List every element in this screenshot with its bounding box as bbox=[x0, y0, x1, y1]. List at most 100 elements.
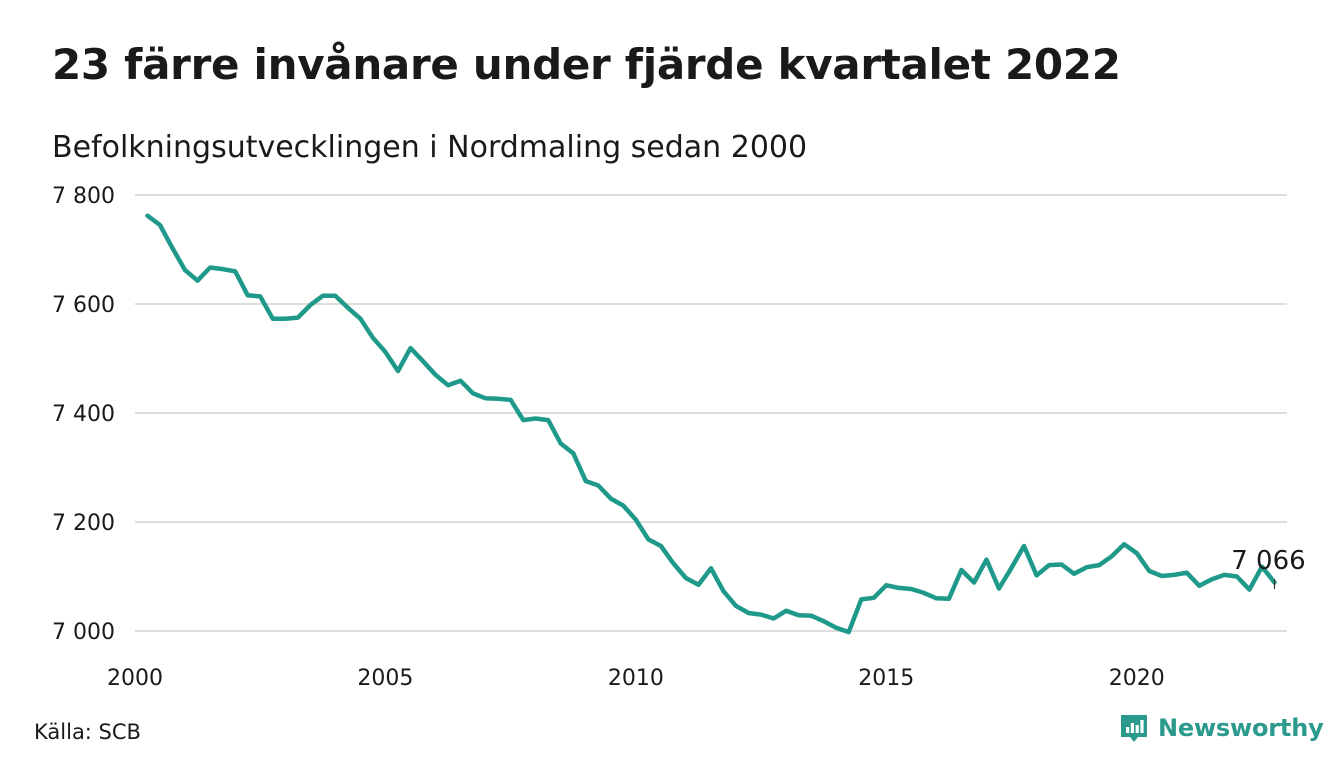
y-tick-label: 7 800 bbox=[52, 184, 115, 209]
data-point bbox=[458, 379, 462, 383]
data-point bbox=[158, 223, 162, 227]
data-point bbox=[759, 612, 763, 616]
data-point bbox=[358, 317, 362, 321]
brand-logo: Newsworthy bbox=[1118, 712, 1324, 744]
data-point bbox=[233, 269, 237, 273]
data-point bbox=[1109, 554, 1113, 558]
data-point bbox=[308, 303, 312, 307]
data-point bbox=[909, 587, 913, 591]
data-point bbox=[1022, 544, 1026, 548]
data-point bbox=[1135, 551, 1139, 555]
data-point bbox=[746, 611, 750, 615]
data-point bbox=[383, 350, 387, 354]
data-point bbox=[220, 267, 224, 271]
data-point bbox=[195, 278, 199, 282]
data-point bbox=[784, 609, 788, 613]
data-point bbox=[1059, 562, 1063, 566]
annotation-label: 7 066 bbox=[1231, 546, 1305, 576]
x-tick-label: 2015 bbox=[858, 666, 914, 691]
data-point bbox=[183, 268, 187, 272]
data-point bbox=[321, 294, 325, 298]
y-axis: 7 000 7 200 7 400 7 600 7 800 bbox=[52, 184, 115, 645]
x-tick-label: 2005 bbox=[357, 666, 413, 691]
data-point bbox=[283, 317, 287, 321]
x-tick-label: 2000 bbox=[107, 666, 163, 691]
y-tick-label: 7 200 bbox=[52, 511, 115, 536]
data-point bbox=[1160, 574, 1164, 578]
data-point bbox=[496, 397, 500, 401]
data-point bbox=[421, 359, 425, 363]
data-point bbox=[571, 451, 575, 455]
data-point bbox=[1247, 587, 1251, 591]
data-point bbox=[659, 544, 663, 548]
data-point bbox=[1034, 573, 1038, 577]
annotation: 7 066 bbox=[1231, 546, 1306, 590]
data-point bbox=[671, 561, 675, 565]
data-point bbox=[584, 479, 588, 483]
data-point bbox=[609, 496, 613, 500]
data-point bbox=[296, 315, 300, 319]
data-point bbox=[684, 576, 688, 580]
brand-name: Newsworthy bbox=[1158, 714, 1324, 742]
data-point bbox=[271, 317, 275, 321]
data-point bbox=[546, 418, 550, 422]
data-point bbox=[696, 582, 700, 586]
data-point bbox=[258, 294, 262, 298]
x-axis: 2000 2005 2010 2015 2020 bbox=[107, 666, 1165, 691]
data-point bbox=[972, 580, 976, 584]
y-tick-label: 7 600 bbox=[52, 293, 115, 318]
x-tick-label: 2010 bbox=[608, 666, 664, 691]
data-point bbox=[1185, 570, 1189, 574]
data-point bbox=[521, 418, 525, 422]
data-point bbox=[934, 596, 938, 600]
gridlines bbox=[135, 194, 1287, 632]
chart-subtitle: Befolkningsutvecklingen i Nordmaling sed… bbox=[52, 130, 808, 165]
data-point bbox=[145, 214, 149, 218]
x-tick-label: 2020 bbox=[1109, 666, 1165, 691]
data-point bbox=[1084, 565, 1088, 569]
newsworthy-logo-icon bbox=[1121, 715, 1147, 742]
data-point bbox=[984, 557, 988, 561]
data-point bbox=[884, 583, 888, 587]
data-point bbox=[796, 613, 800, 617]
series-group bbox=[145, 213, 1277, 635]
data-point bbox=[596, 483, 600, 487]
data-point bbox=[433, 373, 437, 377]
data-point bbox=[721, 589, 725, 593]
data-point bbox=[709, 566, 713, 570]
data-point bbox=[471, 391, 475, 395]
data-point bbox=[734, 604, 738, 608]
data-point bbox=[771, 616, 775, 620]
data-point bbox=[483, 396, 487, 400]
data-point bbox=[170, 246, 174, 250]
data-point bbox=[646, 537, 650, 541]
data-point bbox=[821, 619, 825, 623]
y-tick-label: 7 000 bbox=[52, 620, 115, 645]
data-point bbox=[859, 597, 863, 601]
data-point bbox=[1222, 573, 1226, 577]
data-point bbox=[508, 398, 512, 402]
data-point bbox=[559, 441, 563, 445]
data-point bbox=[408, 346, 412, 350]
data-point bbox=[1047, 563, 1051, 567]
series-line bbox=[145, 213, 1277, 635]
data-point bbox=[922, 591, 926, 595]
y-tick-label: 7 400 bbox=[52, 402, 115, 427]
data-point bbox=[959, 568, 963, 572]
data-point bbox=[1072, 572, 1076, 576]
data-point bbox=[847, 630, 851, 634]
data-point bbox=[1210, 577, 1214, 581]
data-point bbox=[533, 416, 537, 420]
data-point bbox=[1009, 566, 1013, 570]
data-point bbox=[446, 383, 450, 387]
data-point bbox=[997, 586, 1001, 590]
data-point bbox=[1172, 573, 1176, 577]
data-point bbox=[333, 294, 337, 298]
data-point bbox=[1197, 584, 1201, 588]
data-point bbox=[1097, 563, 1101, 567]
data-point bbox=[809, 614, 813, 618]
data-point bbox=[834, 626, 838, 630]
data-point bbox=[371, 336, 375, 340]
data-point bbox=[897, 586, 901, 590]
